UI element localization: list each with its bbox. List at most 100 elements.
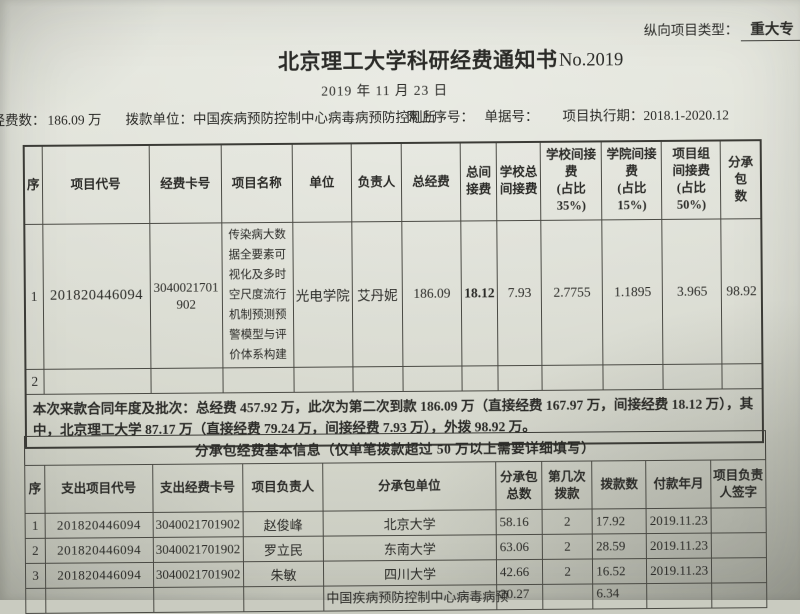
cell-project-name (222, 366, 294, 393)
cell-payment-amount: 28.59 (592, 533, 647, 559)
cell-school-total-indirect: 7.93 (496, 219, 543, 366)
cell-subcontract-unit: 中国疾病预防控制中心病毒病预 (323, 584, 508, 612)
cell-seq: 2 (25, 538, 46, 564)
cell-department (293, 366, 354, 392)
cell-expense-card-no: 3040021701902 (152, 511, 244, 538)
cell-payment-date: 2019.11.23 (646, 558, 712, 584)
table-row: 1 201820446094 3040021701902 传染病大数据全要素可视… (24, 218, 763, 369)
cell-expense-card-no: 3040021701902 (152, 536, 244, 563)
subcontract-table: 序 支出项目代号 支出经费卡号 项目负责人 分承包单位 分承包 总数 第几次 拨… (24, 459, 768, 614)
cell-leader: 罗立民 (243, 536, 324, 562)
cell-leader: 赵俊峰 (242, 511, 324, 537)
header-total-indirect: 总间接费 (460, 142, 497, 221)
cell-subcontract-count: 98.92 (721, 218, 763, 364)
subcontract-header-row: 序 支出项目代号 支出经费卡号 项目负责人 分承包单位 分承包 总数 第几次 拨… (24, 459, 767, 514)
execution-period-label: 项目执行期： (562, 108, 644, 124)
cell-total-fund (402, 365, 463, 391)
funder-label: 拨款单位： (125, 111, 194, 128)
cell-seq (25, 588, 46, 614)
cell-signature (711, 557, 767, 584)
main-table-header-row: 序 项目代号 经费卡号 项目名称 单位 负责人 总经费 总间接费 学校总 间接费… (23, 140, 762, 224)
cell-college-indirect-15: 1.1895 (602, 218, 664, 365)
cell-seq: 2 (25, 368, 44, 394)
header-school-total-indirect: 学校总 间接费 (496, 141, 541, 221)
cell-seq: 3 (25, 563, 46, 589)
cell-seq: 1 (24, 223, 44, 369)
cell-payment-date: 2019.11.23 (646, 508, 711, 534)
cell-project-code (43, 367, 151, 394)
cell-total-indirect: 18.12 (460, 220, 499, 366)
cell-school-indirect-35: 2.7755 (540, 219, 604, 365)
receipt-no-label: 单据号： (484, 108, 539, 125)
execution-period-value: 2018.1-2020.12 (643, 107, 730, 124)
cell-college-indirect-15 (603, 363, 664, 390)
vertical-project-type-value: 重大专 (740, 17, 800, 42)
header-expense-card-no: 支出经费卡号 (152, 463, 243, 513)
vertical-project-type-label: 纵向项目类型： (643, 22, 739, 39)
header-department: 单位 (292, 143, 352, 222)
cell-signature (710, 532, 767, 559)
doc-number: No.2019 (558, 50, 624, 71)
cell-payment-round: 2 (542, 558, 593, 585)
header-subcontract-unit: 分承包单位 (322, 461, 496, 512)
cell-department: 光电学院 (292, 221, 353, 367)
cell-subcontract-total: 58.16 (495, 509, 543, 535)
cell-group-indirect-50: 3.965 (662, 218, 723, 364)
cell-payment-amount: 16.52 (592, 558, 648, 584)
execution-period-field: 项目执行期：2018.1-2020.12 (562, 103, 729, 124)
header-seq: 序 (24, 465, 46, 514)
vertical-project-type: 纵向项目类型： 重大专 (644, 17, 800, 42)
main-funding-table: 序 项目代号 经费卡号 项目名称 单位 负责人 总经费 总间接费 学校总 间接费… (22, 139, 765, 449)
header-seq: 序 (23, 145, 43, 224)
cell-expense-project-code: 201820446094 (45, 512, 153, 539)
header-school-indirect-35: 学校间接费 (占比 35%) (540, 141, 603, 220)
cell-fund-card-no: 3040021701902 (149, 222, 223, 368)
cell-leader (352, 365, 404, 392)
header-payment-round: 第几次 拨款 (541, 460, 593, 510)
cell-subcontract-total: 63.06 (496, 534, 543, 560)
cell-payment-round: 2 (542, 533, 593, 560)
header-subcontract-count: 分承包 数 (720, 140, 762, 219)
cell-project-name: 传染病大数据全要素可视化及多时空尺度流行机制预测预警模型与评价体系构建 (221, 221, 294, 368)
doc-title: 北京理工大学科研经费通知书 (277, 47, 558, 74)
cell-seq: 1 (25, 513, 46, 539)
header-project-code: 项目代号 (41, 144, 150, 224)
cell-expense-card-no: 3040021701902 (152, 561, 244, 588)
cell-subcontract-total: 42.66 (496, 559, 543, 585)
cell-payment-date (647, 583, 712, 609)
cell-total-indirect (461, 365, 499, 391)
header-group-indirect-50: 项目组 间接费 (占比 50%) (661, 140, 722, 219)
funding-amount-value: 186.09 万 (47, 112, 102, 128)
funding-amount-label: 经费数： (0, 112, 46, 129)
cell-expense-project-code (45, 587, 154, 614)
funder-field: 拨款单位：中国疾病预防控制中心病毒病预防控制所 (125, 106, 436, 128)
cell-fund-card-no (150, 367, 223, 393)
cell-expense-project-code: 201820446094 (45, 537, 153, 564)
cell-payment-date: 2019.11.23 (646, 533, 712, 559)
cell-payment-amount: 17.92 (592, 508, 647, 534)
header-payment-date: 付款年月 (646, 460, 711, 509)
cell-subcontract-unit: 北京大学 (323, 509, 497, 537)
funder-value: 中国疾病预防控制中心病毒病预防控制所 (192, 109, 437, 127)
header-subcontract-total: 分承包 总数 (495, 461, 543, 510)
header-leader-signature: 项目负责 人签字 (710, 459, 767, 509)
cell-expense-project-code: 201820446094 (45, 562, 154, 589)
cell-total-fund: 186.09 (401, 220, 462, 366)
table-row: 中国疾病预防控制中心病毒病预 20.27 6.34 (25, 582, 767, 614)
cell-subcontract-total: 20.27 (496, 584, 543, 610)
cell-payment-round: 2 (542, 508, 593, 535)
subcontract-section: 分承包经费基本信息（仅单笔拨款超过 50 万以上需要详细填写） 序 支出项目代号… (23, 430, 768, 614)
cell-school-indirect-35 (542, 364, 604, 390)
cell-school-total-indirect (498, 364, 543, 391)
cell-leader (243, 586, 325, 612)
header-payment-amount: 拨款数 (591, 460, 647, 509)
cell-leader: 艾丹妮 (351, 220, 403, 367)
cell-subcontract-unit: 东南大学 (323, 534, 497, 562)
cell-signature (710, 507, 767, 534)
header-expense-project-code: 支出项目代号 (44, 464, 153, 514)
cell-subcontract-count (722, 363, 763, 389)
cell-payment-amount: 6.34 (592, 583, 648, 609)
cell-leader: 朱敏 (243, 561, 324, 587)
header-project-leader: 项目负责人 (242, 463, 324, 512)
header-total-fund: 总经费 (401, 142, 461, 221)
